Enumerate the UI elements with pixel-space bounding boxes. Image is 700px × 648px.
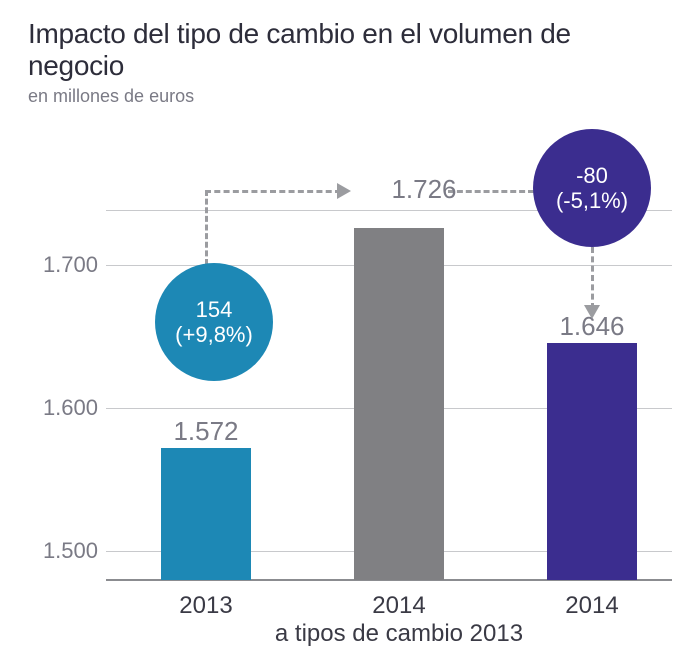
bubble-percent: (+9,8%): [175, 322, 253, 347]
y-tick-label: 1.600: [28, 395, 98, 421]
arrow-down-icon: [584, 305, 600, 319]
chart-container: Impacto del tipo de cambio en el volumen…: [0, 0, 700, 647]
bubble-value: -80: [576, 163, 608, 188]
x-category-note: a tipos de cambio 2013: [199, 620, 599, 648]
connector-right: [205, 190, 341, 193]
bubble-percent: (-5,1%): [556, 188, 628, 213]
x-category-label: 2013: [136, 592, 276, 620]
bar-2013: [161, 448, 251, 580]
connector-down: [591, 247, 594, 309]
connector-up: [205, 190, 208, 265]
delta-bubble-decrease: -80 (-5,1%): [533, 129, 651, 247]
chart-area: 1.500 1.600 1.700 1.572 1.646: [28, 150, 672, 580]
delta-bubble-increase: 154 (+9,8%): [155, 263, 273, 381]
bubble-value: 154: [196, 297, 233, 322]
chart-title: Impacto del tipo de cambio en el volumen…: [28, 18, 672, 82]
bar-value-label: 1.726: [354, 174, 494, 205]
x-category-label: 2014: [329, 592, 469, 620]
y-tick-label: 1.700: [28, 252, 98, 278]
x-category-label: 2014: [522, 592, 662, 620]
bar-2014-constant-fx: [354, 228, 444, 580]
chart-subtitle: en millones de euros: [28, 86, 672, 107]
plot-area: 1.572 1.646 1.726 154 (+9,8%) -80: [106, 150, 672, 580]
bar-2014: [547, 343, 637, 580]
bar-value-label: 1.572: [136, 416, 276, 447]
y-tick-label: 1.500: [28, 538, 98, 564]
arrow-right-icon: [337, 183, 351, 199]
